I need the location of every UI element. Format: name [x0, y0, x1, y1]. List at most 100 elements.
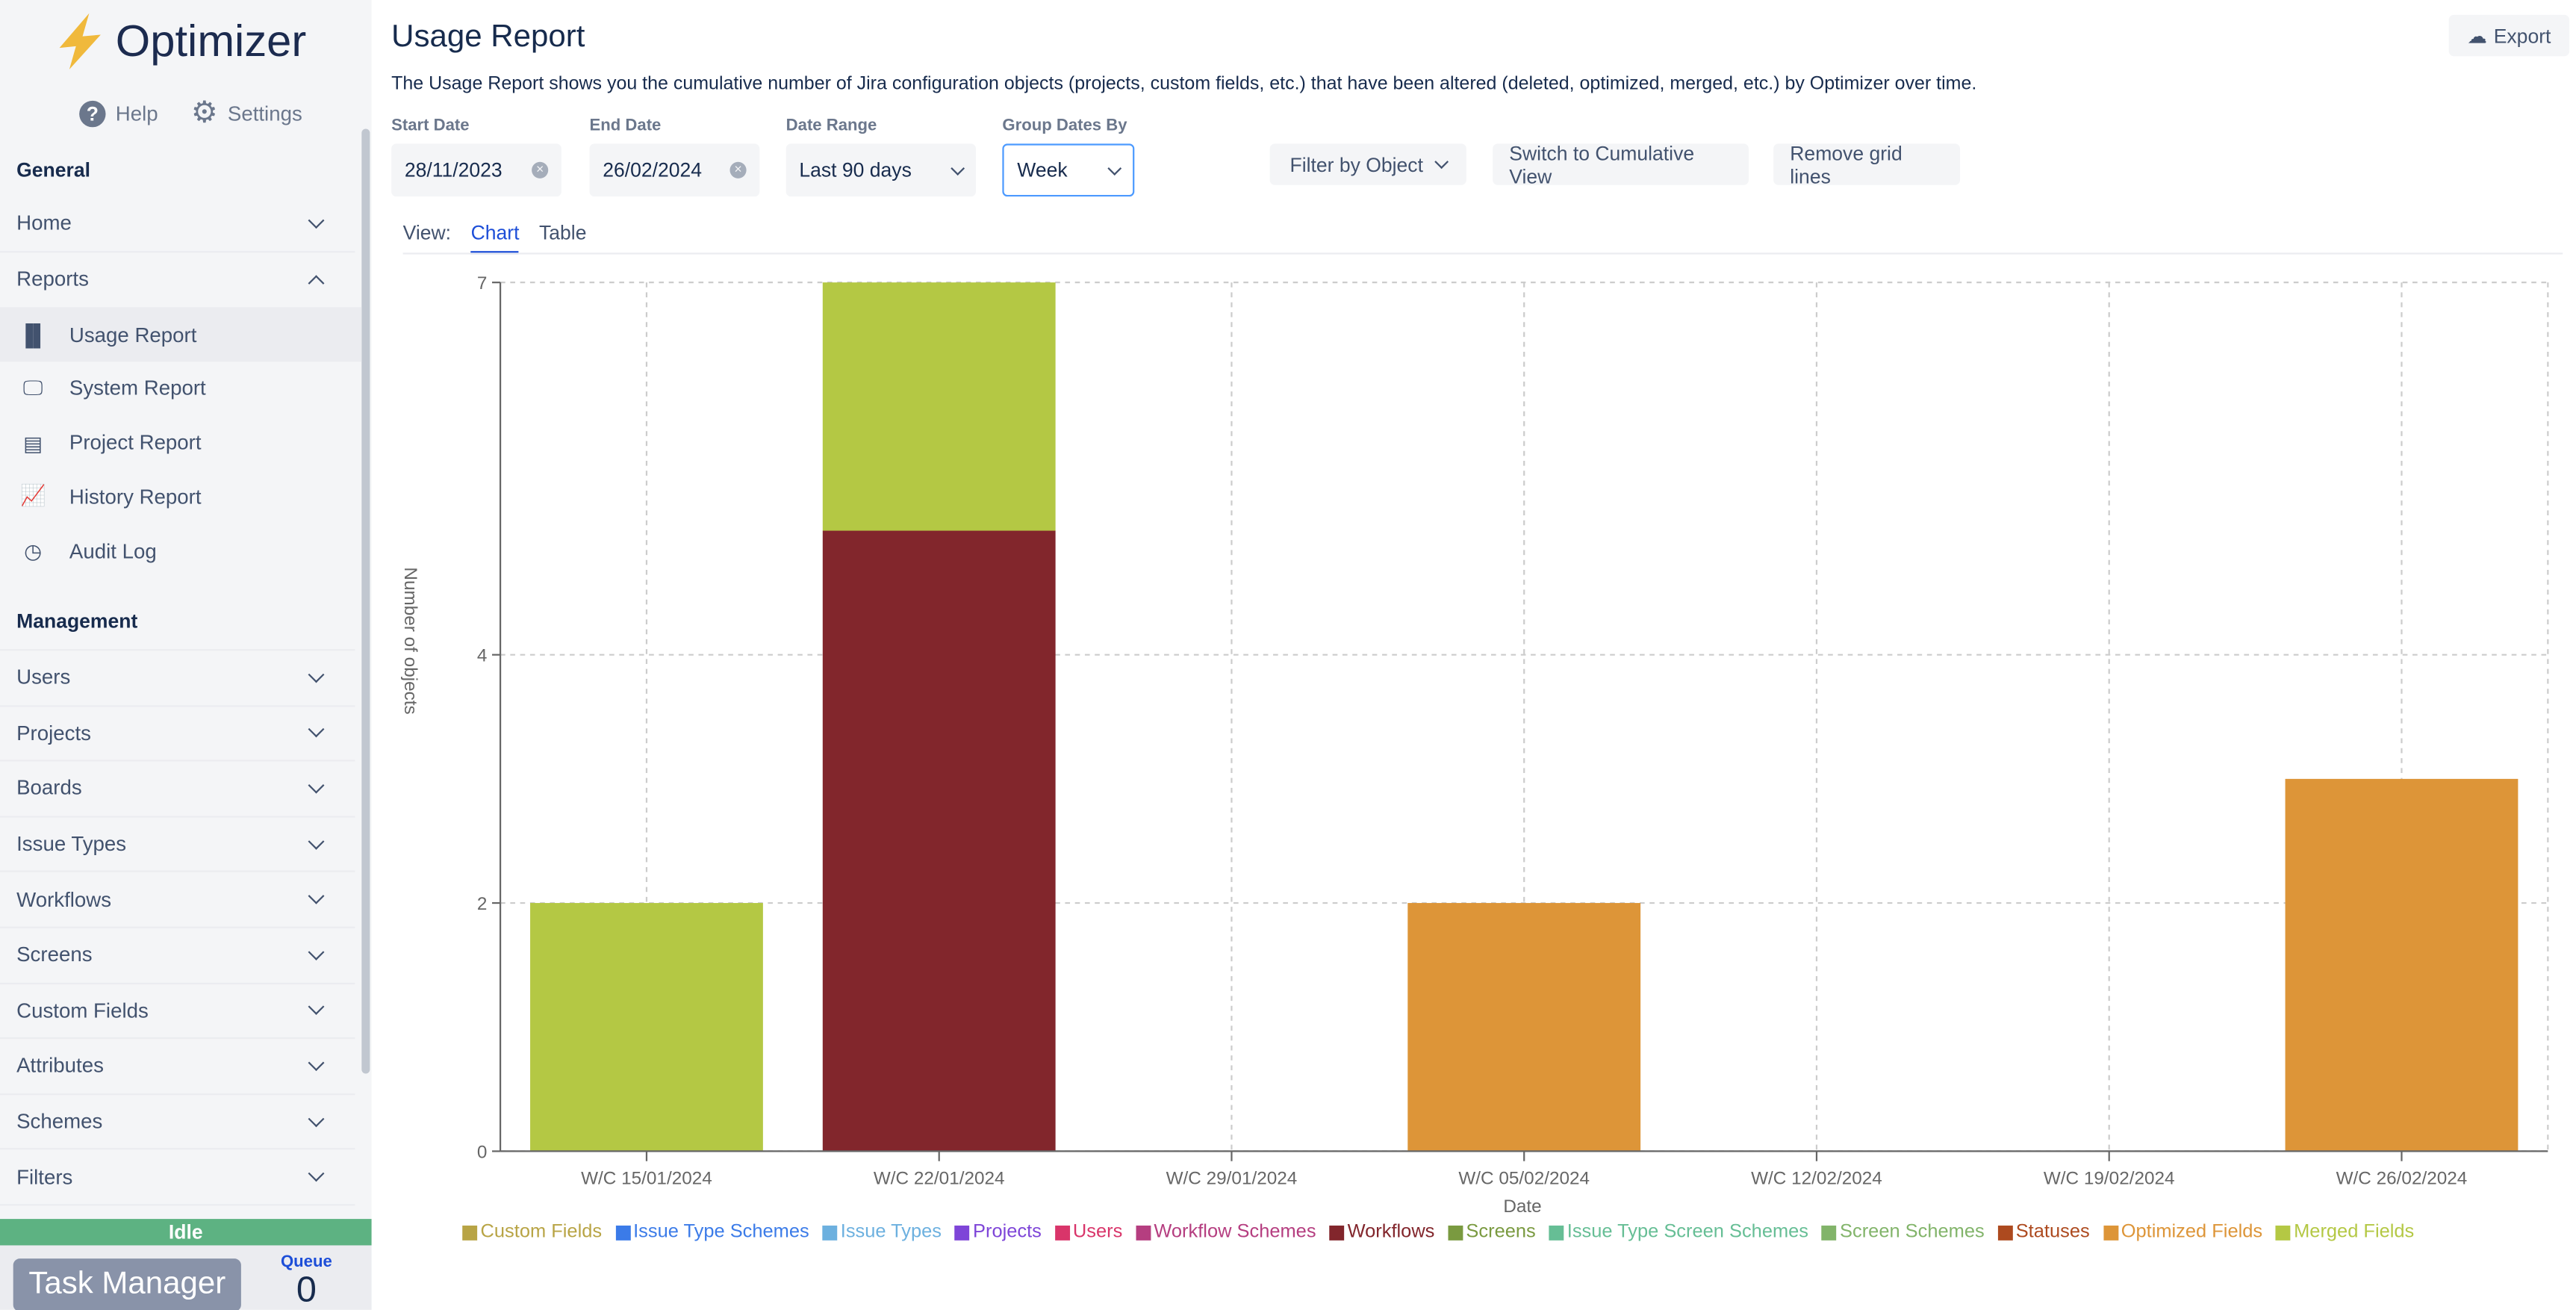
legend-item[interactable]: Issue Type Schemes	[615, 1222, 809, 1243]
legend-label: Screens	[1466, 1222, 1536, 1243]
nav-label: Filters	[16, 1165, 73, 1189]
section-management: Management	[16, 609, 138, 633]
x-tick-label: W/C 19/02/2024	[2044, 1169, 2175, 1189]
nav-boards[interactable]: Boards	[0, 762, 355, 818]
settings-link[interactable]: ⚙ Settings	[191, 96, 302, 130]
clock-icon: ◷	[24, 540, 43, 564]
nav-usage-report[interactable]: ▐▌ Usage Report	[0, 307, 362, 362]
document-icon: ▤	[23, 432, 43, 456]
view-label: View:	[402, 221, 452, 245]
line-chart-icon: 📈	[19, 485, 46, 508]
remove-grid-lines-button[interactable]: Remove grid lines	[1773, 141, 1961, 187]
legend-item[interactable]: Workflow Schemes	[1136, 1222, 1316, 1243]
start-date-value: 28/11/2023	[404, 158, 503, 182]
nav-projects[interactable]: Projects	[0, 707, 355, 762]
legend-item[interactable]: Merged Fields	[2275, 1222, 2415, 1243]
filter-by-object-button[interactable]: Filter by Object	[1269, 143, 1466, 185]
filter-label: Filter by Object	[1289, 152, 1423, 176]
chevron-down-icon	[951, 161, 965, 175]
nav-issue-types[interactable]: Issue Types	[0, 817, 355, 873]
page-title: Usage Report	[391, 19, 585, 55]
legend-label: Statuses	[2015, 1222, 2090, 1243]
legend-item[interactable]: Screens	[1448, 1222, 1536, 1243]
nav-home[interactable]: Home	[0, 196, 355, 252]
nav-audit-log[interactable]: ◷ Audit Log	[0, 524, 355, 579]
chevron-down-icon	[308, 211, 325, 229]
legend-label: Users	[1072, 1222, 1123, 1243]
export-button[interactable]: ☁ Export	[2448, 14, 2570, 57]
legend-label: Merged Fields	[2294, 1222, 2415, 1243]
y-tick-label: 4	[477, 646, 488, 666]
chevron-down-icon	[308, 1110, 325, 1127]
page-description: The Usage Report shows you the cumulativ…	[391, 74, 1977, 95]
legend-item[interactable]: Workflows	[1329, 1223, 1434, 1242]
legend-swatch	[954, 1224, 970, 1240]
x-tick-label: W/C 12/02/2024	[1751, 1169, 1882, 1189]
tab-table[interactable]: Table	[539, 221, 587, 245]
chevron-down-icon	[1107, 161, 1122, 175]
legend-item[interactable]: Issue Types	[822, 1223, 942, 1242]
nav-label: Custom Fields	[16, 999, 149, 1022]
nav-label: Screens	[16, 943, 93, 967]
end-date-label: End Date	[589, 117, 662, 136]
chevron-down-icon	[308, 832, 325, 849]
legend-item[interactable]: Projects	[954, 1223, 1042, 1242]
nav-system-report[interactable]: 🖵 System Report	[0, 361, 355, 416]
bar-merged-fields	[530, 903, 763, 1152]
app-name: Optimizer	[115, 16, 307, 66]
chart-legend: Custom Fields Issue Type Schemes Issue Typ…	[462, 1222, 2415, 1243]
task-manager-button[interactable]: Task Manager	[13, 1258, 241, 1310]
status-badge: Idle	[0, 1219, 372, 1246]
nav-label: System Report	[69, 377, 206, 401]
nav-label: Home	[16, 211, 72, 235]
tab-chart[interactable]: Chart	[470, 221, 520, 255]
legend-item[interactable]: Issue Type Screen Schemes	[1549, 1223, 1808, 1242]
chevron-down-icon	[308, 777, 325, 794]
chevron-down-icon	[308, 1165, 325, 1182]
nav-users[interactable]: Users	[0, 651, 355, 707]
chevron-down-icon	[308, 999, 325, 1016]
chevron-up-icon	[308, 275, 325, 291]
group-dates-label: Group Dates By	[1002, 117, 1127, 136]
date-range-select[interactable]: Last 90 days	[785, 143, 976, 197]
nav-filters[interactable]: Filters	[0, 1150, 355, 1206]
legend-label: Workflow Schemes	[1154, 1222, 1316, 1243]
nav-schemes[interactable]: Schemes	[0, 1095, 355, 1150]
y-tick-label: 2	[477, 894, 488, 914]
nav-workflows[interactable]: Workflows	[0, 873, 355, 928]
nav-project-report[interactable]: ▤ Project Report	[0, 416, 355, 471]
legend-item[interactable]: Statuses	[1997, 1222, 2090, 1243]
nav-label: History Report	[69, 485, 202, 509]
monitor-icon: 🖵	[22, 376, 43, 400]
sidebar-scrollbar[interactable]	[361, 128, 370, 1074]
bar-merged-fields	[822, 282, 1056, 531]
x-axis-title: Date	[1503, 1196, 1541, 1217]
clear-icon[interactable]: ×	[729, 161, 747, 179]
legend-item[interactable]: Optimized Fields	[2103, 1223, 2262, 1242]
legend-swatch	[1329, 1224, 1345, 1240]
group-dates-select[interactable]: Week	[1002, 143, 1135, 197]
y-axis-title: Number of objects	[400, 567, 420, 714]
end-date-input[interactable]: 26/02/2024 ×	[589, 143, 760, 197]
nav-screens[interactable]: Screens	[0, 928, 355, 984]
nav-label: Usage Report	[69, 323, 197, 347]
help-link[interactable]: ? Help	[79, 99, 158, 127]
legend-label: Issue Type Schemes	[633, 1222, 809, 1243]
nav-custom-fields[interactable]: Custom Fields	[0, 984, 355, 1040]
bar-optimized-fields	[2285, 778, 2519, 1152]
legend-swatch	[822, 1224, 838, 1240]
sidebar: Optimizer ? Help ⚙ Settings General Home R…	[0, 0, 372, 1310]
start-date-input[interactable]: 28/11/2023 ×	[391, 143, 561, 197]
legend-item[interactable]: Custom Fields	[462, 1223, 602, 1242]
cumulative-view-button[interactable]: Switch to Cumulative View	[1493, 141, 1749, 187]
bar-optimized-fields	[1407, 903, 1641, 1152]
clear-icon[interactable]: ×	[532, 161, 549, 179]
logo[interactable]: Optimizer	[56, 13, 306, 69]
nav-history-report[interactable]: 📈 History Report	[0, 470, 355, 524]
start-date-label: Start Date	[391, 117, 470, 136]
x-tick-label: W/C 22/01/2024	[874, 1169, 1005, 1189]
legend-item[interactable]: Screen Schemes	[1821, 1223, 1985, 1242]
nav-reports[interactable]: Reports	[0, 252, 355, 307]
legend-item[interactable]: Users	[1054, 1222, 1123, 1243]
nav-attributes[interactable]: Attributes	[0, 1039, 355, 1095]
